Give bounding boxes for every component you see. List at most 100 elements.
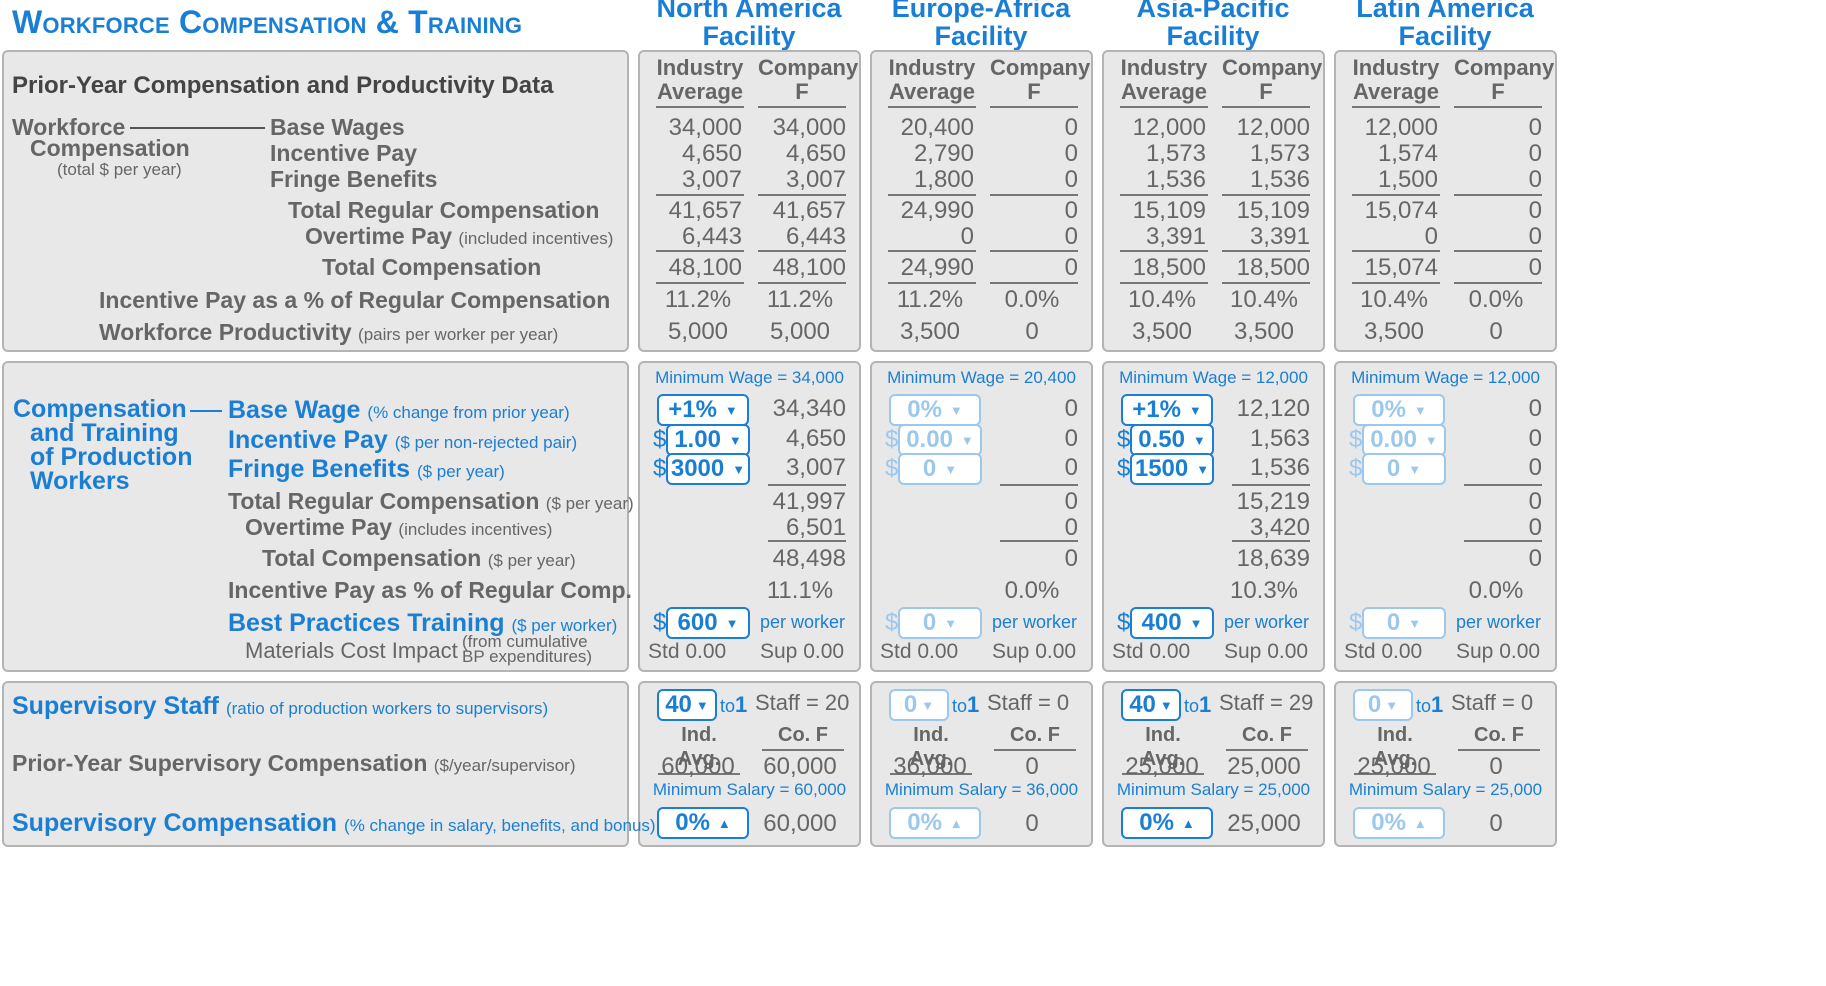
incentive-dollar-la: $ — [1349, 426, 1363, 453]
prior-co-productivity-ap: 3,500 — [1233, 318, 1295, 345]
fringe-dollar-ap: $ — [1117, 455, 1131, 482]
training-dropdown-la[interactable]: 0 ▼ — [1362, 607, 1446, 639]
supervisor-comp-dropdown-la[interactable]: 0% ▲ — [1353, 807, 1445, 839]
prior-co-base-wages-na: 34,000 — [772, 114, 846, 141]
caret-down-icon: ▼ — [728, 432, 742, 448]
prior-supervisory-label: Prior-Year Supervisory Compensation — [12, 750, 428, 776]
training-dollar-na: $ — [653, 609, 667, 636]
prior-co-overtime-ap: 3,391 — [1249, 223, 1310, 250]
prior-co-incentive-pct-ea: 0.0% — [1004, 286, 1060, 313]
total-regular-decision-label: Total Regular Compensation — [228, 488, 540, 514]
min-salary-la: Minimum Salary = 25,000 — [1348, 780, 1543, 799]
incentive-dropdown-la[interactable]: 0.00 ▼ — [1362, 424, 1446, 456]
overtime-note: (included incentives) — [458, 229, 614, 248]
group-label-4: Workers — [30, 467, 130, 495]
supervisor-comp-dropdown-na[interactable]: 0% ▲ — [657, 807, 749, 839]
base-wage-dropdown-la[interactable]: 0% ▼ — [1353, 394, 1445, 426]
facility-header-ea: Europe-Africa Facility — [891, 0, 1071, 51]
prior-co-total-regular-la: 0 — [1528, 197, 1542, 224]
base-wage-dropdown-na[interactable]: +1% ▼ — [657, 394, 749, 426]
base-wage-dropdown-ap[interactable]: +1% ▼ — [1121, 394, 1213, 426]
prior-co-base-wages-la: 0 — [1528, 114, 1542, 141]
fringe-note: ($ per year) — [416, 462, 505, 481]
fringe-dropdown-la[interactable]: 0 ▼ — [1362, 453, 1446, 485]
min-salary-ap: Minimum Salary = 25,000 — [1116, 780, 1311, 799]
to1-label-na: to1 — [720, 692, 748, 717]
incentive-dropdown-ea[interactable]: 0.00 ▼ — [898, 424, 982, 456]
staff-count-la: Staff = 0 — [1451, 690, 1534, 715]
supervisor-comp-dropdown-ap[interactable]: 0% ▲ — [1121, 807, 1213, 839]
std-value-na: Std 0.00 — [648, 640, 727, 663]
industry-avg-header-ap: Industry Average — [1120, 56, 1208, 108]
overtime-decision-note: (includes incentives) — [398, 520, 553, 539]
decision-fringe-val-ap: 1,536 — [1249, 454, 1310, 481]
decision-rule-ea-1 — [1000, 540, 1078, 542]
fringe-label: Fringe Benefits — [228, 455, 410, 483]
incentive-dropdown-ap[interactable]: 0.50 ▼ — [1130, 424, 1214, 456]
decision-wage-val-ea: 0 — [1064, 395, 1078, 422]
supervisor-ratio-dropdown-ea[interactable]: 0 ▼ — [889, 689, 949, 721]
supervisor-ratio-dropdown-na[interactable]: 40 ▼ — [657, 689, 717, 721]
prior-co-total-comp-ap: 18,500 — [1236, 254, 1310, 281]
materials-note-2: BP expenditures) — [462, 647, 593, 666]
decision-overtime-ea: 0 — [1064, 514, 1078, 541]
training-note: ($ per worker) — [511, 616, 618, 635]
prior-ind-overtime-ea: 0 — [960, 223, 974, 250]
prior-ind-productivity-na: 5,000 — [667, 318, 729, 345]
caret-down-icon: ▼ — [944, 615, 958, 631]
fringe-dropdown-ap[interactable]: 1500 ▼ — [1130, 453, 1214, 485]
min-wage-ap: Minimum Wage = 12,000 — [1119, 368, 1308, 387]
materials-label: Materials Cost Impact — [245, 638, 458, 663]
prior-ind-total-regular-la: 15,074 — [1364, 197, 1438, 224]
prior-panel-ea — [870, 50, 1093, 352]
incentive-dropdown-na[interactable]: 1.00 ▼ — [666, 424, 750, 456]
industry-avg-header-ea: Industry Average — [888, 56, 976, 108]
supervisor-comp-dropdown-ea[interactable]: 0% ▲ — [889, 807, 981, 839]
prior-ind-fringe-ea: 1,800 — [913, 166, 974, 193]
to1-label-ap: to1 — [1184, 692, 1212, 717]
staff-count-ea: Staff = 0 — [987, 690, 1070, 715]
sup-value-la: Sup 0.00 — [1456, 640, 1541, 663]
fringe-dropdown-ea[interactable]: 0 ▼ — [898, 453, 982, 485]
training-dollar-la: $ — [1349, 609, 1363, 636]
prior-panel-na — [638, 50, 861, 352]
prior-co-total-comp-na: 48,100 — [772, 254, 846, 281]
company-header-ea: Company F — [990, 56, 1090, 108]
decision-incentive-val-ap: 1,563 — [1249, 425, 1310, 452]
group-connector-line — [190, 410, 222, 412]
prior-ind-incentive-pay-la: 1,574 — [1377, 140, 1438, 167]
overtime-decision-label: Overtime Pay — [245, 514, 393, 540]
fringe-dropdown-na[interactable]: 3000 ▼ — [666, 453, 750, 485]
total-comp-decision-label: Total Compensation — [262, 545, 482, 571]
prior-ind-incentive-pct-na: 11.2% — [664, 286, 732, 313]
prior-ind-incentive-pay-ap: 1,573 — [1145, 140, 1206, 167]
per-worker-ap: per worker — [1224, 612, 1310, 632]
caret-up-icon: ▲ — [1181, 815, 1195, 831]
training-dropdown-ea[interactable]: 0 ▼ — [898, 607, 982, 639]
supervisor-ratio-dropdown-la[interactable]: 0 ▼ — [1353, 689, 1413, 721]
to1-label-la: to1 — [1416, 692, 1444, 717]
incentive-note: ($ per non-rejected pair) — [394, 433, 578, 452]
group-label-2: and Training — [30, 419, 179, 447]
decision-incentive-pct-ap: 10.3% — [1229, 577, 1299, 604]
supervisor-ratio-dropdown-ap[interactable]: 40 ▼ — [1121, 689, 1181, 721]
decision-wage-val-ap: 12,120 — [1236, 395, 1310, 422]
training-dropdown-na[interactable]: 600 ▼ — [666, 607, 750, 639]
training-dropdown-ap[interactable]: 400 ▼ — [1130, 607, 1214, 639]
total-regular-decision-note: ($ per year) — [545, 494, 634, 513]
caret-up-icon: ▲ — [949, 815, 963, 831]
prior-ind-total-comp-ap: 18,500 — [1132, 254, 1206, 281]
prior-rule-co-la-1 — [1454, 250, 1542, 252]
prior-co-incentive-pct-la: 0.0% — [1468, 286, 1524, 313]
decision-incentive-val-la: 0 — [1528, 425, 1542, 452]
base-wage-note: (% change from prior year) — [367, 403, 570, 422]
min-wage-la: Minimum Wage = 12,000 — [1351, 368, 1540, 387]
prior-co-productivity-ea: 0 — [1025, 318, 1039, 345]
prior-rule-co-na-1 — [758, 250, 846, 252]
caret-down-icon: ▼ — [1408, 461, 1422, 477]
incentive-dollar-na: $ — [653, 426, 667, 453]
base-wages-label: Base Wages — [270, 114, 405, 140]
base-wage-dropdown-ea[interactable]: 0% ▼ — [889, 394, 981, 426]
decision-wage-val-la: 0 — [1528, 395, 1542, 422]
prior-ind-overtime-ap: 3,391 — [1145, 223, 1206, 250]
